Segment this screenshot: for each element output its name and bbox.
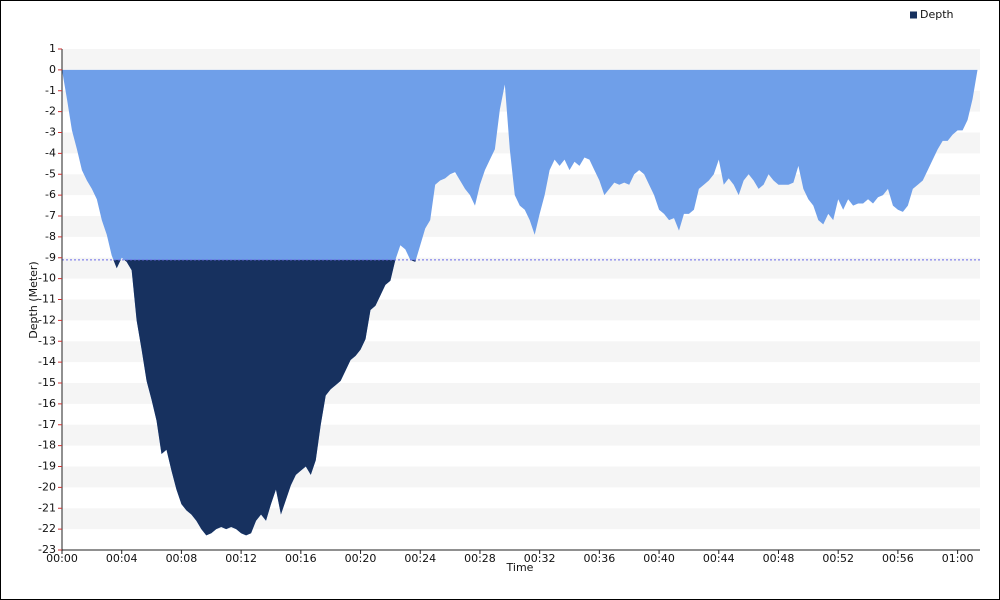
x-tick-label: 00:48 [763,552,795,565]
x-tick-label: 00:16 [285,552,317,565]
y-tick-label: -10 [38,272,56,285]
y-tick-label: -23 [38,543,56,556]
y-tick-label: -2 [45,105,56,118]
y-tick-label: -13 [38,334,56,347]
x-tick-label: 00:52 [822,552,854,565]
y-tick-label: -9 [45,251,56,264]
y-tick-label: -1 [45,84,56,97]
y-tick-label: -21 [38,501,56,514]
deep-area [113,259,416,536]
x-tick-label: 00:12 [225,552,257,565]
y-tick-label: -20 [38,480,56,493]
x-tick-label: 00:32 [524,552,556,565]
y-tick-label: -3 [45,126,56,139]
y-tick-label: -14 [38,355,56,368]
y-tick-label: -12 [38,313,56,326]
y-tick-label: 1 [49,42,56,55]
legend-label: Depth [920,8,954,21]
x-tick-label: 00:40 [643,552,675,565]
y-tick-label: 0 [49,63,56,76]
y-tick-label: -15 [38,376,56,389]
y-tick-label: -4 [45,146,56,159]
y-tick-label: -11 [38,293,56,306]
x-tick-label: 01:00 [942,552,974,565]
x-tick-label: 00:44 [703,552,735,565]
band [62,49,980,70]
y-tick-label: -6 [45,188,56,201]
band [62,508,980,530]
x-tick-label: 00:20 [345,552,377,565]
y-tick-label: -22 [38,522,56,535]
legend-swatch [910,11,917,19]
x-tick-label: 00:04 [106,552,138,565]
y-tick-label: -16 [38,397,56,410]
x-tick-label: 00:24 [404,552,436,565]
y-tick-label: -18 [38,439,56,452]
y-tick-label: -7 [45,209,56,222]
y-tick-label: -17 [38,418,56,431]
x-tick-label: 00:00 [46,552,78,565]
y-tick-label: -19 [38,460,56,473]
x-tick-label: 00:36 [584,552,616,565]
x-tick-label: 00:28 [464,552,496,565]
x-tick-label: 00:08 [166,552,198,565]
x-tick-label: 00:56 [882,552,914,565]
y-axis-title: Depth (Meter) [27,261,40,338]
y-tick-label: -5 [45,167,56,180]
x-axis-title: Time [506,561,534,574]
y-tick-label: -8 [45,230,56,243]
